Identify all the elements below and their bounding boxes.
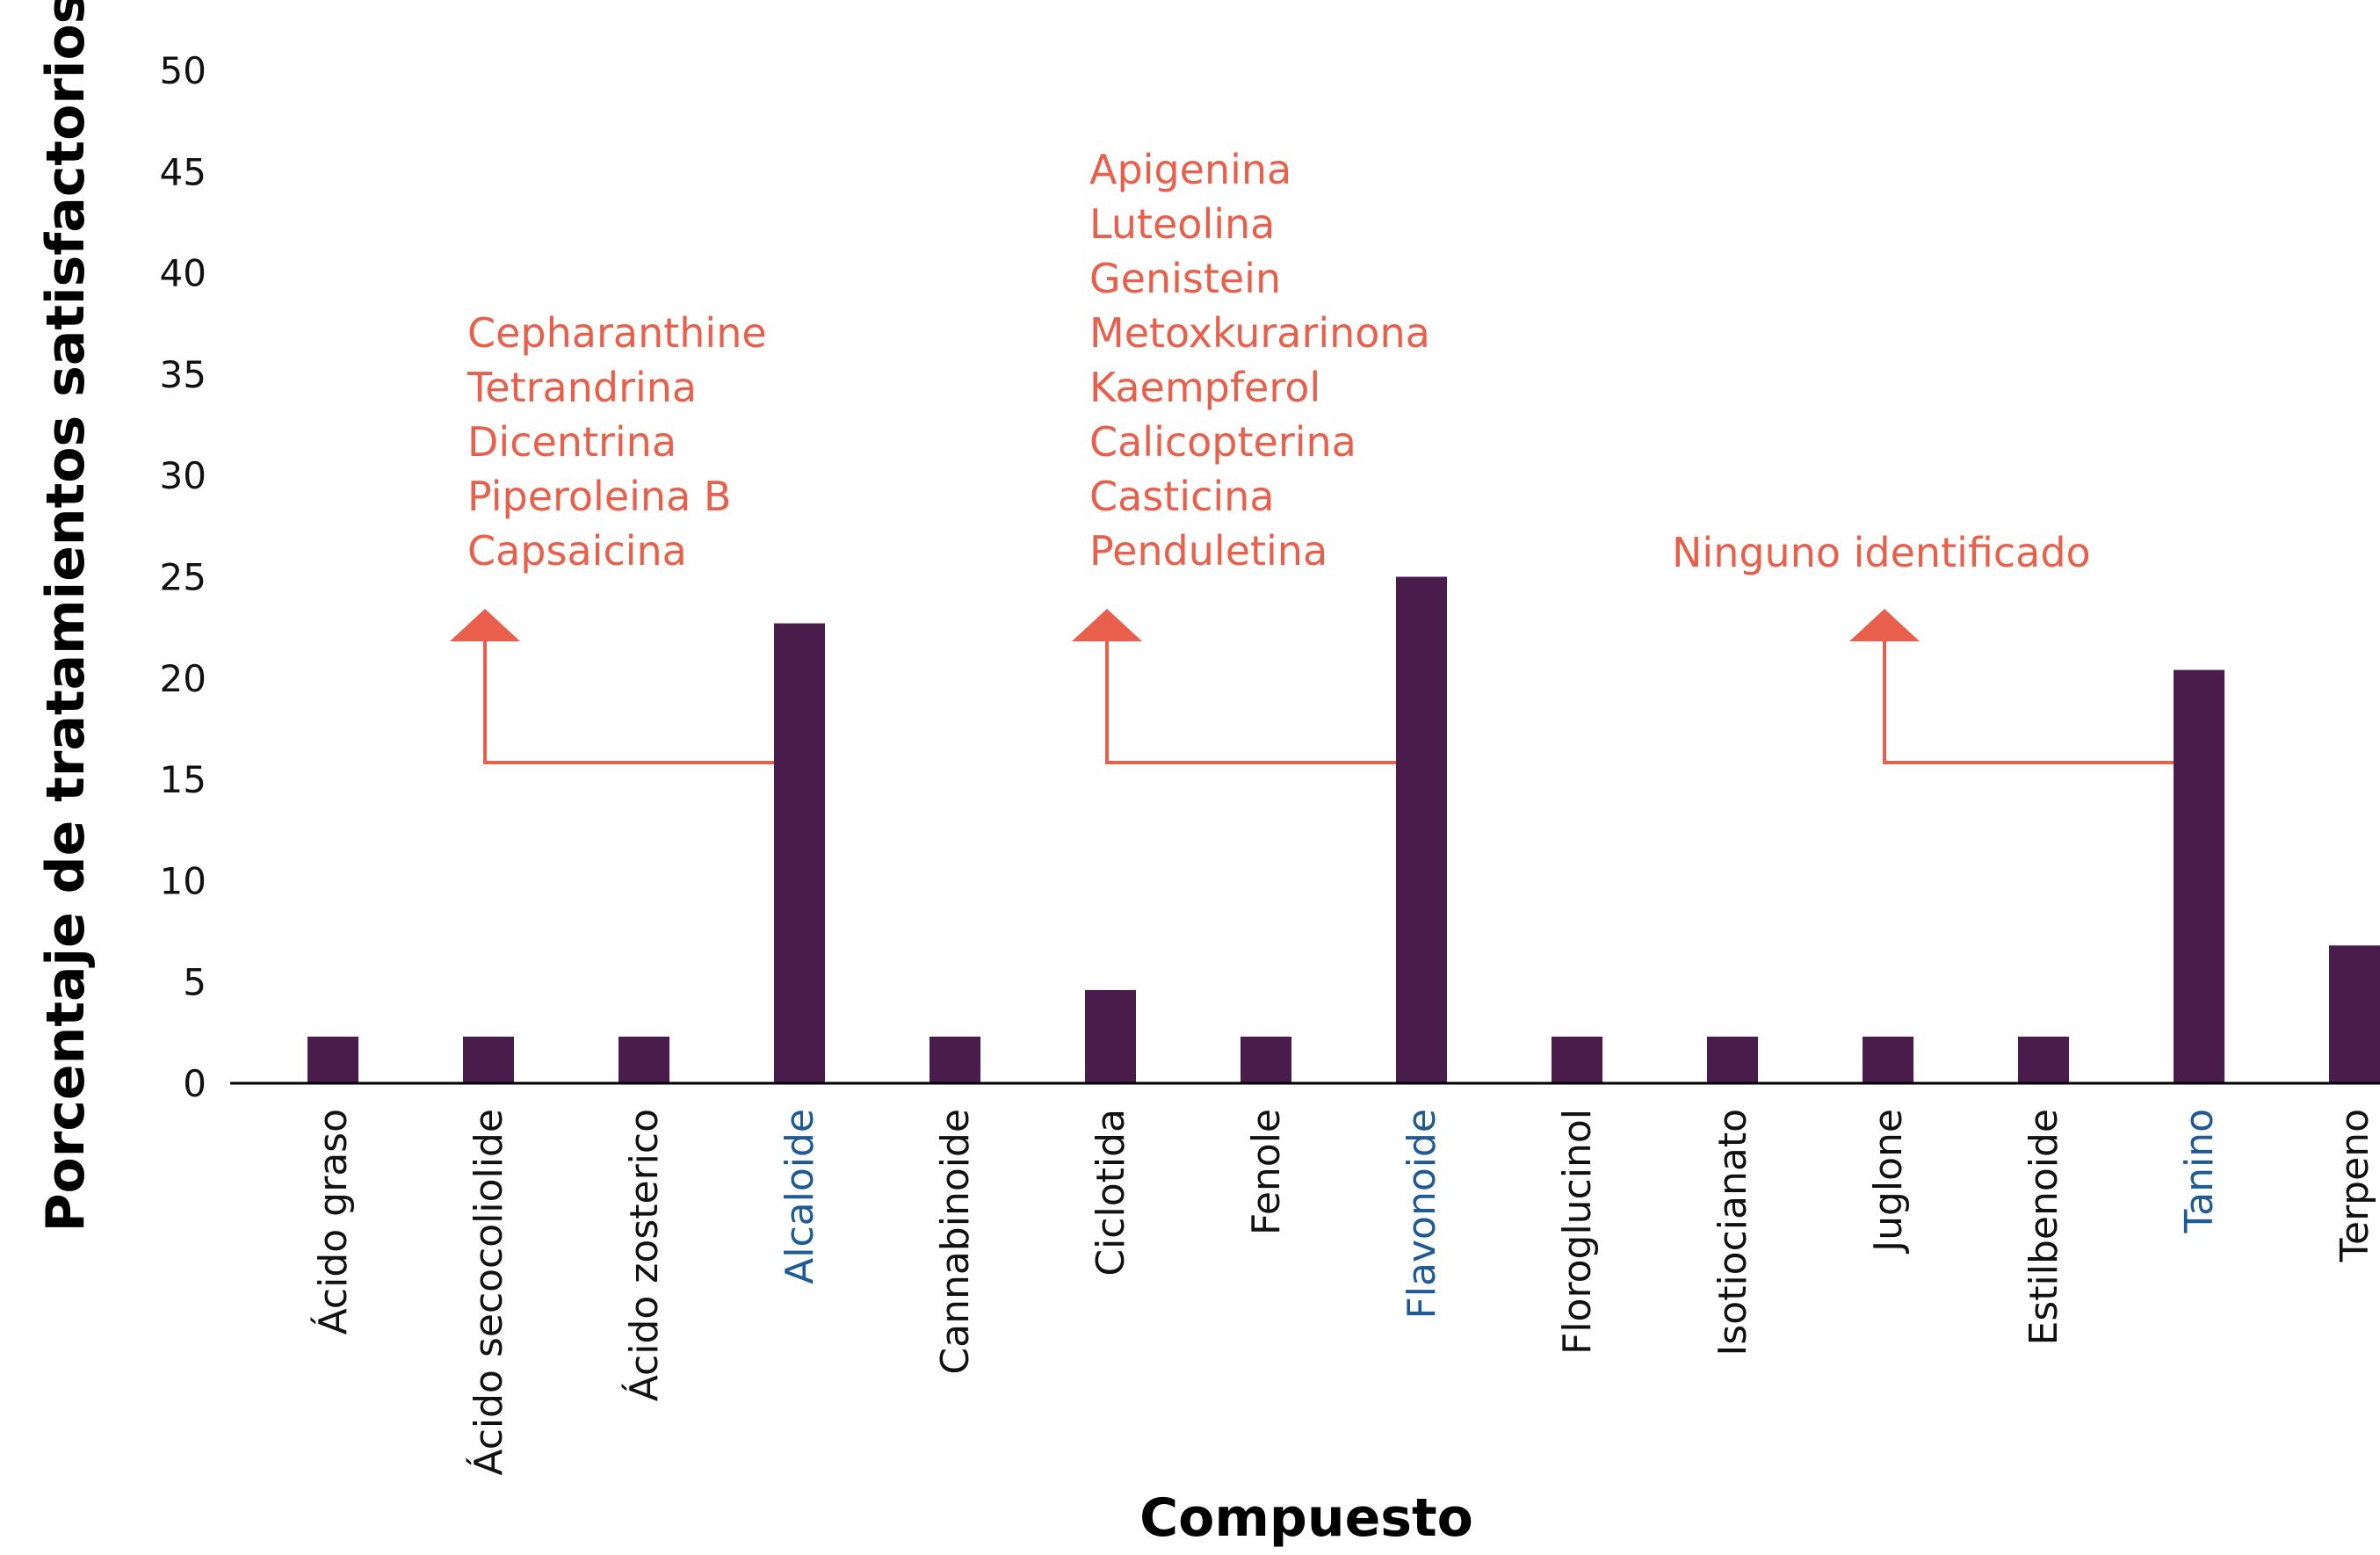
annotation-arrow-line bbox=[1105, 640, 1396, 764]
category-label: Ácido zosterico bbox=[620, 1109, 667, 1401]
y-tick-label: 10 bbox=[160, 859, 206, 902]
bar bbox=[1863, 1036, 1913, 1083]
annotation-text: Apigenina bbox=[1089, 146, 1291, 193]
annotation-arrowhead bbox=[450, 609, 520, 641]
annotation-text: Piperoleina B bbox=[467, 473, 731, 520]
category-label: Juglone bbox=[1866, 1109, 1911, 1255]
y-tick-label: 5 bbox=[183, 961, 206, 1004]
y-axis-ticks: 0 5 10 15 20 25 30 35 40 45 50 bbox=[160, 49, 206, 1105]
annotation-text: Ninguno identificado bbox=[1672, 529, 2091, 576]
y-tick-label: 15 bbox=[160, 758, 206, 801]
annotation-text: Metoxkurarinona bbox=[1089, 309, 1430, 357]
category-label: Isotiocianato bbox=[1711, 1109, 1755, 1356]
category-label: Terpeno bbox=[2333, 1109, 2377, 1262]
annotation-arrowhead bbox=[1849, 609, 1920, 641]
bar bbox=[1241, 1036, 1291, 1083]
y-tick-label: 20 bbox=[160, 657, 206, 700]
bar bbox=[1396, 576, 1447, 1083]
bar bbox=[2018, 1036, 2069, 1083]
annotation-arrow-line bbox=[483, 640, 774, 764]
bar bbox=[1085, 989, 1136, 1083]
category-label: Floroglucinol bbox=[1555, 1109, 1600, 1355]
y-tick-label: 50 bbox=[160, 49, 206, 92]
category-label: Ciclotida bbox=[1089, 1109, 1133, 1277]
category-label: Fenole bbox=[1244, 1109, 1289, 1235]
bar bbox=[2174, 669, 2224, 1083]
category-label: Ácido graso bbox=[309, 1109, 356, 1334]
category-label: Cannabinoide bbox=[933, 1109, 978, 1375]
category-label: Estilbenoide bbox=[2022, 1109, 2066, 1345]
y-tick-label: 40 bbox=[160, 252, 206, 295]
x-axis-title: Compuesto bbox=[1139, 1487, 1473, 1549]
annotation-text: Luteolina bbox=[1089, 200, 1275, 248]
bar bbox=[619, 1036, 669, 1083]
y-tick-label: 25 bbox=[160, 556, 206, 599]
bar bbox=[1707, 1036, 1758, 1083]
bar bbox=[2329, 945, 2380, 1083]
annotation-text: Penduletina bbox=[1089, 527, 1327, 575]
annotation-text: Casticina bbox=[1089, 473, 1275, 520]
y-axis-title: Porcentaje de tratamientos satisfactorio… bbox=[35, 0, 97, 1232]
bar bbox=[774, 623, 825, 1083]
annotation-text: Dicentrina bbox=[467, 418, 676, 466]
category-label: Ácido secocoliolide bbox=[465, 1109, 511, 1476]
category-label: Flavonoide bbox=[1400, 1109, 1444, 1320]
category-label: Tanino bbox=[2177, 1109, 2222, 1233]
y-tick-label: 30 bbox=[160, 454, 206, 497]
annotation-text: Genistein bbox=[1089, 255, 1281, 302]
y-tick-label: 0 bbox=[183, 1062, 206, 1105]
annotation-text: Kaempferol bbox=[1089, 364, 1320, 411]
annotation-text: Calicopterina bbox=[1089, 418, 1356, 466]
bar bbox=[930, 1036, 980, 1083]
bar bbox=[1552, 1036, 1602, 1083]
annotation-text: Cepharanthine bbox=[467, 309, 767, 357]
annotation-arrowhead bbox=[1072, 609, 1142, 641]
annotations: Cepharanthine Tetrandrina Dicentrina Pipero… bbox=[450, 146, 2174, 764]
annotation-text: Tetrandrina bbox=[467, 364, 697, 411]
y-tick-label: 45 bbox=[160, 150, 206, 193]
bars bbox=[307, 576, 2380, 1083]
annotation-text: Capsaicina bbox=[467, 527, 687, 575]
category-label: Alcaloide bbox=[778, 1109, 822, 1284]
x-axis-category-labels: Ácido graso Ácido secocoliolide Ácido zost… bbox=[309, 1109, 2377, 1476]
bar bbox=[307, 1036, 358, 1083]
annotation-arrow-line bbox=[1883, 640, 2174, 764]
bar bbox=[463, 1036, 514, 1083]
y-tick-label: 35 bbox=[160, 353, 206, 396]
